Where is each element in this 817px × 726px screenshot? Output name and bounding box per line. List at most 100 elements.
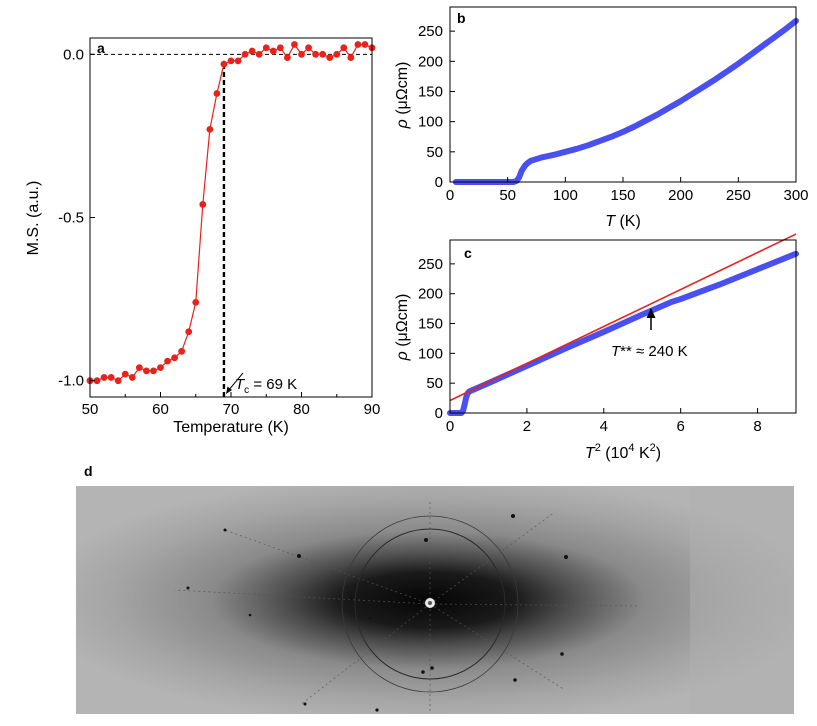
x-tick-label: 150 [610, 187, 635, 204]
ms-data-point [164, 357, 171, 365]
x-tick-label: 50 [82, 401, 99, 418]
diffraction-ring-inner [354, 528, 506, 680]
tstar-value: ** ≈ 240 K [620, 343, 687, 360]
tstar-symbol: T [611, 343, 622, 360]
panel-b-ylabel-symbol: ρ [394, 119, 411, 129]
ms-data-point [276, 44, 284, 52]
y-tick-label: -0.5 [58, 210, 84, 227]
panel-b-ylabel-unit: (μΩcm) [394, 62, 411, 120]
x-tick-label: 2 [523, 418, 531, 435]
ms-data-point [121, 370, 129, 378]
svg-text:Tc = 69 K: Tc = 69 K [235, 376, 297, 396]
svg-text:T** ≈ 240 K: T** ≈ 240 K [611, 343, 688, 360]
panel-c-xlabel-unit-sup1: 4 [628, 442, 634, 454]
x-tick-label: 100 [553, 187, 578, 204]
y-tick-label: 150 [418, 83, 443, 100]
tc-subscript: c [244, 385, 249, 396]
ms-data-point [262, 44, 270, 52]
ms-data-point [284, 54, 291, 61]
diffraction-beamstop-center [428, 601, 432, 605]
ms-data-point [241, 50, 249, 58]
panel-b-xlabel-unit: (K) [615, 213, 641, 230]
ms-data-point [157, 364, 164, 372]
ms-data-point [319, 50, 327, 58]
panel-b-xlabel-symbol: T [605, 213, 616, 230]
x-tick-label: 0 [446, 418, 454, 435]
x-tick-label: 60 [152, 401, 169, 418]
x-tick-label: 300 [783, 187, 808, 204]
y-tick-label: 0 [435, 174, 443, 191]
ms-data-point [135, 364, 143, 372]
y-tick-label: 250 [418, 23, 443, 40]
x-tick-label: 90 [364, 401, 381, 418]
diffraction-right-edge [690, 486, 794, 714]
panel-c-ylabel-symbol: ρ [394, 351, 411, 361]
panel-b-xlabel: T (K) [605, 213, 641, 230]
diffraction-ring-outer [341, 515, 519, 693]
panel-c-xlabel-unit-sup2: 2 [650, 442, 656, 454]
ms-data-point [326, 54, 334, 61]
panel-b-marks [452, 17, 799, 185]
y-tick-label: -1.0 [58, 373, 84, 390]
ms-series-line [90, 43, 373, 382]
ms-data-point [305, 44, 312, 52]
panel-c-xlabel-symbol: T [585, 445, 596, 462]
ms-data-point [220, 60, 228, 68]
ms-data-point [361, 41, 369, 48]
x-tick-label: 4 [600, 418, 608, 435]
panel-a-letter: a [97, 40, 105, 56]
ms-data-point [340, 44, 348, 52]
panel-b-ylabel: ρ (μΩcm) [394, 62, 411, 130]
diffraction-streaks [174, 500, 641, 714]
y-tick-label: 200 [418, 286, 443, 303]
ms-data-point [333, 50, 341, 58]
panel-c-xlabel-unit-post: ) [656, 445, 661, 462]
resistivity-curve [452, 17, 799, 185]
panel-b-ticks: 0 50 100 150 200 250 300 0 50 100 150 200 250 [418, 23, 809, 204]
y-tick-label: 250 [418, 256, 443, 273]
ms-data-point [128, 374, 136, 381]
ms-data-point [93, 377, 101, 385]
linear-fit-line [449, 233, 797, 402]
y-tick-label: 0.0 [63, 46, 84, 63]
panel-c-letter: c [464, 245, 472, 261]
panel-c-xlabel-sup: 2 [595, 442, 601, 454]
y-tick-label: 0 [435, 405, 443, 422]
x-tick-label: 80 [293, 401, 310, 418]
panel-d-diffraction-image: d [76, 463, 794, 714]
ms-data-point [114, 377, 122, 385]
ms-data-point [347, 54, 355, 61]
ms-data-point [298, 50, 305, 58]
ms-data-point [312, 50, 319, 58]
ms-data-point [150, 367, 157, 375]
ms-data-point [185, 328, 193, 336]
tc-arrowhead [226, 386, 232, 394]
tstar-arrowhead [646, 308, 656, 318]
panel-c-xlabel-unit-mid: K [635, 445, 650, 462]
panel-d-letter: d [84, 463, 93, 479]
panel-c-ylabel-unit: (μΩcm) [394, 294, 411, 352]
ms-data-point [227, 57, 235, 65]
tc-symbol: T [235, 376, 246, 393]
x-tick-label: 70 [223, 401, 240, 418]
ms-data-point [143, 367, 150, 375]
ms-data-point [248, 47, 256, 55]
ms-data-point [192, 298, 200, 306]
y-tick-label: 150 [418, 316, 443, 333]
panel-a-ylabel: M.S. (a.u.) [25, 181, 42, 256]
ms-data-point [178, 347, 186, 355]
tc-arrow-line [227, 372, 244, 392]
x-tick-label: 6 [676, 418, 684, 435]
panel-c-frame [449, 239, 797, 414]
panel-c-ylabel: ρ (μΩcm) [394, 294, 411, 362]
panel-c-xlabel: T2 (104 K2) [585, 442, 661, 462]
y-tick-label: 50 [426, 375, 443, 392]
ms-data-point [234, 57, 242, 65]
panel-a-marks [86, 41, 376, 397]
x-tick-label: 0 [446, 187, 454, 204]
ms-data-point [269, 47, 277, 55]
tc-annotation: Tc = 69 K [226, 372, 297, 396]
y-tick-label: 100 [418, 114, 443, 131]
panel-c-xlabel-unit-pre: (10 [601, 445, 629, 462]
